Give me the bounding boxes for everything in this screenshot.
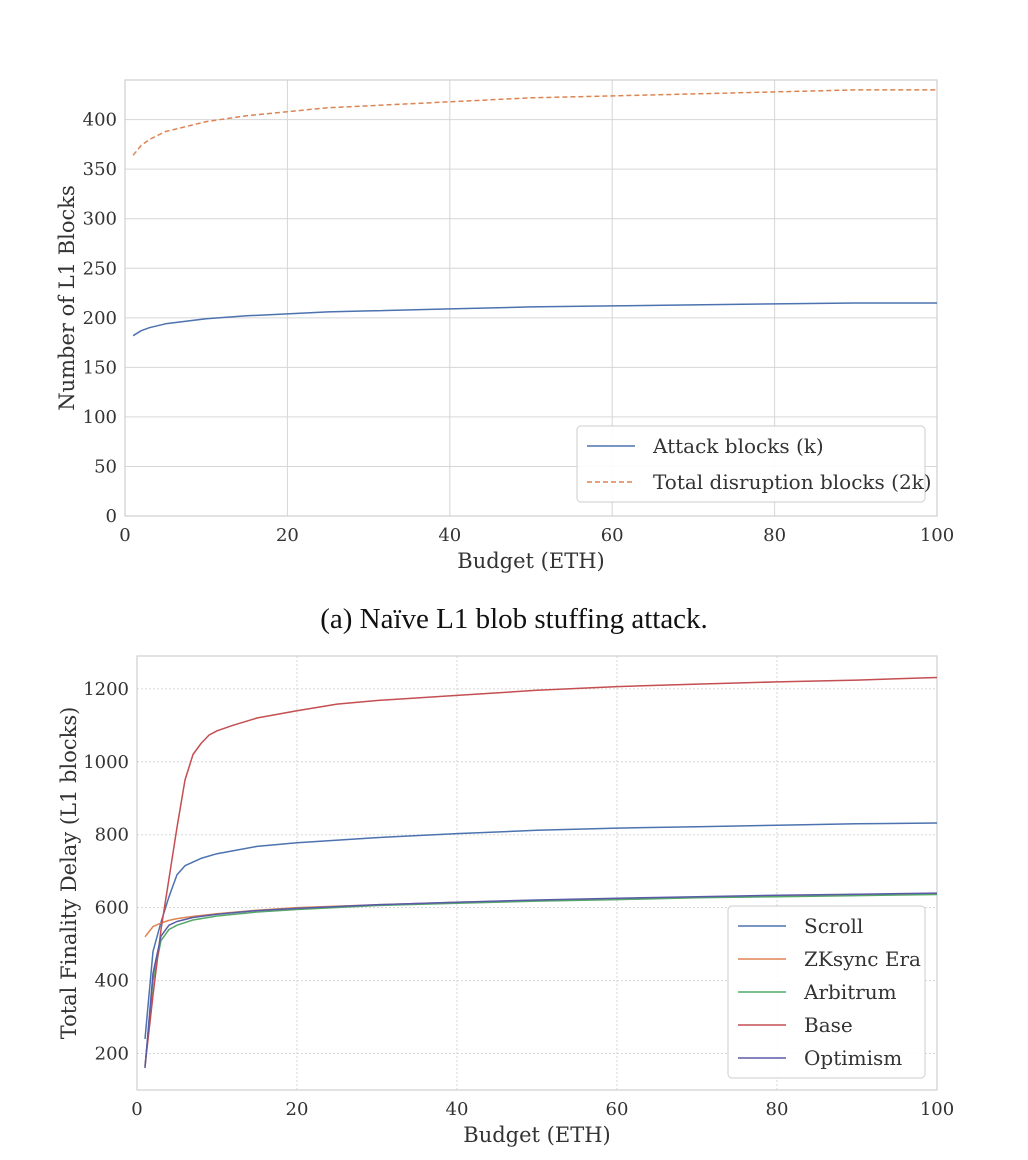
plot-frame <box>136 655 938 1091</box>
series-line-base <box>144 676 938 1067</box>
x-tick-label: 100 <box>920 525 954 546</box>
x-tick-label: 0 <box>119 525 130 546</box>
x-tick-label: 60 <box>606 1099 629 1120</box>
y-axis-label: Total Finality Delay (L1 blocks) <box>57 707 81 1040</box>
x-tick-label: 20 <box>286 1099 309 1120</box>
x-axis-label: Budget (ETH) <box>463 1123 610 1147</box>
y-tick-label: 1000 <box>83 752 129 773</box>
plot-frame <box>124 79 938 517</box>
legend-label: Scroll <box>804 914 863 938</box>
legend-box <box>576 425 926 503</box>
y-tick-label: 100 <box>83 407 117 428</box>
caption-a: (a) Naïve L1 blob stuffing attack. <box>320 603 708 635</box>
series-line-arbitrum <box>144 893 938 1067</box>
x-tick-label: 60 <box>601 525 624 546</box>
y-tick-label: 200 <box>95 1044 129 1065</box>
y-tick-label: 150 <box>83 357 117 378</box>
series-line-scroll <box>144 822 938 1039</box>
x-tick-label: 80 <box>763 525 786 546</box>
y-tick-label: 0 <box>106 506 117 527</box>
y-tick-label: 400 <box>83 110 117 131</box>
x-tick-label: 40 <box>438 525 461 546</box>
x-tick-label: 100 <box>920 1099 954 1120</box>
legend-label: ZKsync Era <box>804 947 921 971</box>
y-tick-label: 400 <box>95 971 129 992</box>
y-tick-label: 800 <box>95 825 129 846</box>
x-tick-label: 0 <box>131 1099 142 1120</box>
y-tick-label: 250 <box>83 258 117 279</box>
legend-box <box>727 905 926 1079</box>
legend-label: Arbitrum <box>803 980 897 1004</box>
y-tick-label: 600 <box>95 898 129 919</box>
y-tick-label: 200 <box>83 308 117 329</box>
legend-label: Optimism <box>804 1046 902 1070</box>
y-tick-label: 300 <box>83 209 117 230</box>
x-tick-label: 20 <box>276 525 299 546</box>
y-axis-label: Number of L1 Blocks <box>55 185 79 411</box>
legend-label: Attack blocks (k) <box>652 434 824 458</box>
series-line-optimism <box>144 892 938 1069</box>
series-line-total-disruption-blocks-2k <box>132 89 937 156</box>
x-tick-label: 80 <box>766 1099 789 1120</box>
series-line-attack-blocks-k <box>132 302 937 337</box>
chart-a: 0 20 40 60 80 100 0 50 100 150 200 250 300 350 400 Budg… <box>55 79 954 573</box>
y-tick-label: 1200 <box>83 679 129 700</box>
chart-b: 0 20 40 60 80 100 200 400 600 800 1000 1200 Budget (… <box>57 655 954 1147</box>
y-tick-label: 50 <box>94 456 117 477</box>
legend-label: Base <box>804 1013 853 1037</box>
y-tick-label: 350 <box>83 159 117 180</box>
x-axis-label: Budget (ETH) <box>457 549 604 573</box>
x-tick-label: 40 <box>446 1099 469 1120</box>
legend-label: Total disruption blocks (2k) <box>653 470 932 494</box>
